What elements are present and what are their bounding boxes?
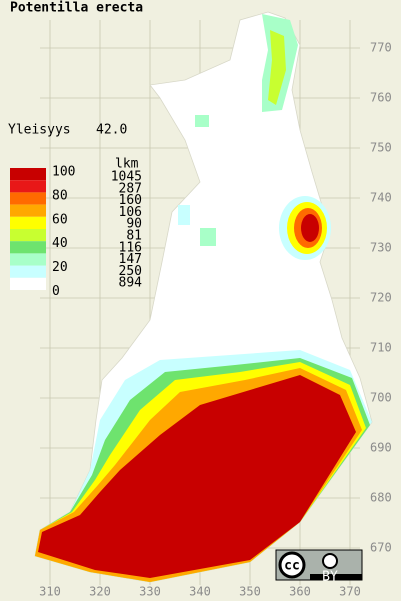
legend-swatch <box>10 277 46 290</box>
title: Potentilla erecta <box>10 1 143 16</box>
legend-swatch <box>10 253 46 266</box>
legend-count: 81 <box>126 229 142 244</box>
legend-scale-label: 60 <box>52 212 68 227</box>
grid-label-east: 330 <box>139 585 161 599</box>
grid-label-east: 320 <box>89 585 111 599</box>
legend-swatch <box>10 229 46 242</box>
legend-count: 1045 <box>111 170 142 185</box>
grid-label-north: 680 <box>370 491 392 505</box>
grid-label-north: 710 <box>370 341 392 355</box>
legend-swatch <box>10 180 46 193</box>
grid-label-north: 720 <box>370 291 392 305</box>
area-red <box>301 214 319 242</box>
legend-scale-label: 40 <box>52 236 68 251</box>
legend-count: 116 <box>119 240 142 255</box>
grid-label-east: 370 <box>339 585 361 599</box>
legend-scale-label: 80 <box>52 188 68 203</box>
count-header: lkm <box>115 157 139 172</box>
legend-swatch <box>10 265 46 278</box>
legend-count: 250 <box>119 264 142 279</box>
cc-icon <box>278 551 306 579</box>
legend-scale-label: 0 <box>52 284 60 299</box>
grid-label-east: 310 <box>39 585 61 599</box>
legend-count: 106 <box>119 205 142 220</box>
frequency-label: Yleisyys <box>8 123 71 138</box>
grid-label-north: 730 <box>370 241 392 255</box>
legend-scale-label: 20 <box>52 260 68 275</box>
area-low <box>200 228 216 246</box>
grid-label-east: 350 <box>239 585 261 599</box>
license-badge[interactable]: cc BY <box>275 549 363 585</box>
badge-strip <box>310 574 362 580</box>
grid-label-north: 740 <box>370 191 392 205</box>
legend-swatch <box>10 168 46 181</box>
legend: 100 80 60 40 20 0 1045287160106908111614725089… <box>10 165 143 299</box>
legend-count: 894 <box>119 276 143 291</box>
area-yellow <box>268 30 286 105</box>
legend-swatch <box>10 192 46 205</box>
area-low <box>178 205 190 225</box>
grid-label-north: 700 <box>370 391 392 405</box>
grid-label-east: 360 <box>289 585 311 599</box>
legend-swatch <box>10 216 46 229</box>
area-red <box>38 375 356 578</box>
cc-text: cc <box>284 559 300 574</box>
area-low <box>195 115 209 127</box>
legend-count: 287 <box>119 181 142 196</box>
legend-scale-label: 100 <box>52 165 75 180</box>
legend-count: 90 <box>126 217 142 232</box>
grid-label-north: 670 <box>370 541 392 555</box>
grid-label-east: 340 <box>189 585 211 599</box>
frequency-value: 42.0 <box>96 123 127 138</box>
legend-swatch <box>10 241 46 254</box>
grid-label-north: 690 <box>370 441 392 455</box>
grid-label-north: 760 <box>370 91 392 105</box>
legend-swatch <box>10 204 46 217</box>
legend-count: 160 <box>119 193 142 208</box>
grid-label-north: 750 <box>370 141 392 155</box>
by-text: BY <box>322 570 338 585</box>
grid-label-north: 770 <box>370 41 392 55</box>
by-icon <box>322 553 338 569</box>
legend-count: 147 <box>119 252 142 267</box>
